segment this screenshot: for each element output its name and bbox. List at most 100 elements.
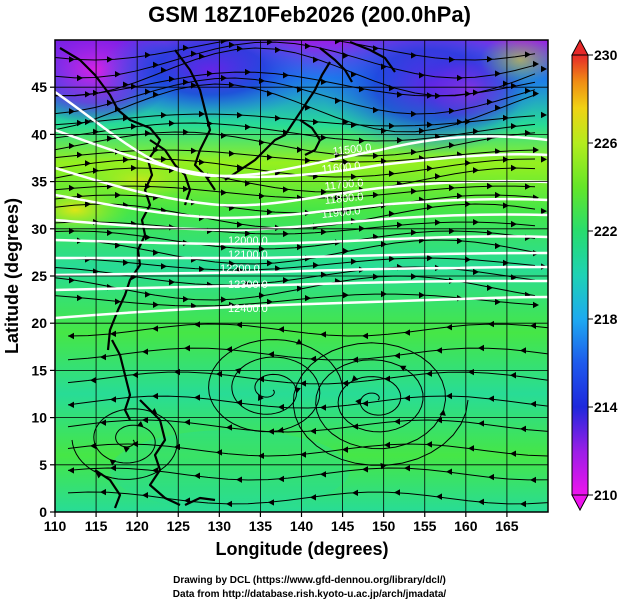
y-tick-label: 10 <box>31 410 47 426</box>
wind-arrow <box>275 265 281 272</box>
wind-arrow <box>297 243 303 251</box>
wind-arrow <box>419 291 425 299</box>
y-tick-label: 5 <box>39 457 47 473</box>
contour-label: 11700.0 <box>324 177 364 193</box>
contour-12100 <box>55 251 548 260</box>
wind-arrow <box>131 123 137 130</box>
wind-arrow <box>237 45 243 52</box>
wind-arrow <box>351 375 359 382</box>
wind-arrow <box>359 137 365 144</box>
wind-arrow <box>69 184 75 192</box>
wind-arrow <box>226 424 232 431</box>
wind-arrow <box>258 452 264 460</box>
wind-arrow <box>495 148 501 155</box>
wind-arrow <box>397 91 403 98</box>
temperature-shading <box>55 40 548 512</box>
wind-arrow <box>449 142 455 149</box>
wind-arrow <box>191 147 197 154</box>
wind-arrow <box>473 218 479 226</box>
wind-arrow <box>343 118 349 126</box>
wind-arrow <box>495 298 501 306</box>
wind-arrow <box>85 118 91 126</box>
wind-arrow <box>169 120 175 127</box>
wind-arrow <box>394 418 400 425</box>
wind-arrow <box>525 183 531 190</box>
wind-arrow <box>446 323 452 331</box>
wind-arrow <box>541 111 547 119</box>
wind-arrow <box>194 394 200 401</box>
wind-arrow <box>373 273 379 280</box>
wind-arrow <box>389 122 395 130</box>
colorbar-tick-label: 218 <box>594 311 618 327</box>
wind-arrow <box>161 156 167 163</box>
map-title: GSM 18Z10Feb2026 (200.0hPa) <box>148 2 471 27</box>
x-tick-label: 115 <box>85 518 108 534</box>
wind-arrow <box>131 164 137 172</box>
wind-arrow <box>305 294 311 302</box>
x-tick-label: 150 <box>372 518 396 534</box>
streamline <box>67 491 548 505</box>
wind-arrow <box>310 494 316 501</box>
y-tick-label: 25 <box>31 268 47 284</box>
wind-arrow <box>69 277 75 284</box>
wind-arrow <box>110 464 116 472</box>
wind-arrow <box>297 33 303 39</box>
wind-arrow <box>107 56 113 63</box>
x-axis-ticks: 110 115 120 125 130 135 140 145 150 155 160 165 <box>44 512 519 534</box>
wind-arrow <box>436 347 442 354</box>
wind-arrow <box>297 285 303 292</box>
streamline <box>67 443 548 457</box>
wind-arrow <box>90 377 96 384</box>
wind-arrow <box>343 158 349 166</box>
wind-arrow <box>68 332 74 340</box>
colorbar-tick-label: 210 <box>594 487 618 503</box>
colorbar-scale <box>571 54 589 496</box>
x-tick-label: 160 <box>454 518 478 534</box>
wind-arrow <box>533 90 539 97</box>
wind-arrow <box>435 92 441 100</box>
y-tick-label: 40 <box>31 126 47 142</box>
wind-arrow <box>153 301 159 308</box>
y-tick-label: 20 <box>31 315 47 331</box>
wind-arrow <box>278 403 284 411</box>
wind-arrow <box>229 260 235 267</box>
wind-arrow <box>136 420 144 428</box>
wind-arrow <box>427 165 433 172</box>
wind-arrow <box>373 191 379 199</box>
contour-labels: 11900.0 11800.0 11700.0 11600.0 11500.0 … <box>220 142 372 315</box>
wind-arrow <box>221 40 227 45</box>
wind-arrow <box>235 367 242 375</box>
contour-label: 11900.0 <box>321 205 361 221</box>
wind-arrow <box>503 80 509 87</box>
wind-arrow <box>510 450 516 457</box>
wind-arrow <box>362 466 368 473</box>
wind-arrow <box>199 265 205 273</box>
wind-arrow <box>404 464 410 472</box>
contour-label: 12000.0 <box>228 235 268 247</box>
wind-arrow <box>404 329 410 336</box>
wind-arrow <box>320 331 326 338</box>
wind-arrow <box>457 237 463 245</box>
wind-arrow <box>245 68 251 76</box>
wind-arrow <box>107 135 113 142</box>
wind-arrow <box>145 291 151 298</box>
contour-label: 12200.0 <box>220 263 260 275</box>
wind-arrow <box>488 320 494 328</box>
x-tick-label: 135 <box>249 518 273 534</box>
x-tick-label: 165 <box>495 518 519 534</box>
wind-arrow <box>145 88 151 95</box>
wind-arrow <box>123 81 129 88</box>
wind-arrow <box>313 262 319 269</box>
y-axis-ticks: 0 5 10 15 20 25 30 35 40 45 <box>31 79 55 520</box>
wind-arrow <box>207 70 213 77</box>
y-tick-label: 35 <box>31 174 47 190</box>
wind-arrow <box>321 228 327 236</box>
y-tick-label: 0 <box>39 504 47 520</box>
wind-arrow <box>267 208 273 216</box>
wind-arrow <box>199 159 205 166</box>
wind-arrow <box>295 338 303 345</box>
wind-arrow <box>277 426 284 434</box>
contour-11800 <box>55 193 548 220</box>
wind-arrow <box>152 392 158 400</box>
wind-arrow <box>267 259 273 267</box>
